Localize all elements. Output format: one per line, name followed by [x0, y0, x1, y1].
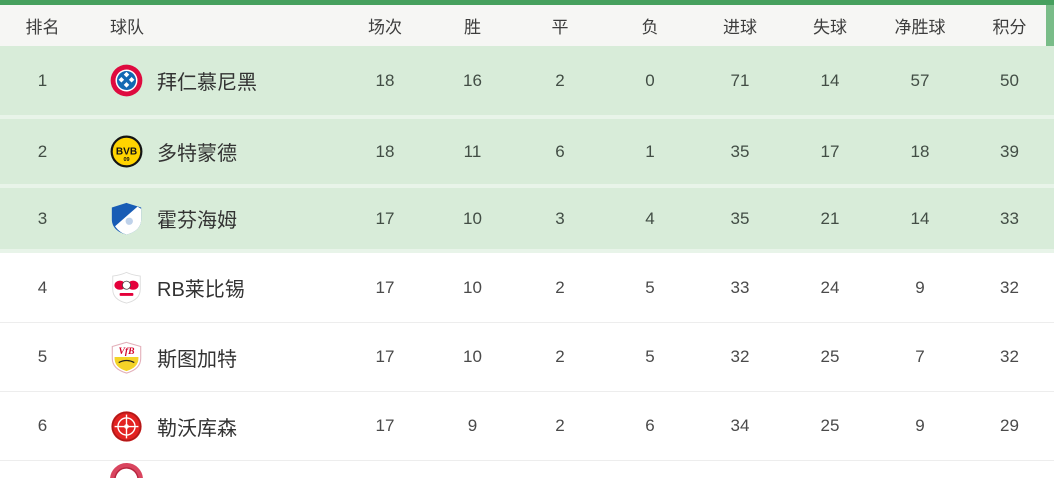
- column-header-played: 场次: [368, 18, 402, 37]
- stuttgart-crest-icon: VfB: [111, 341, 142, 374]
- team-cell: BVB 09 多特蒙德: [85, 135, 340, 168]
- wins-cell: 10: [463, 208, 482, 228]
- wins-cell: 11: [463, 141, 482, 161]
- column-header-goal-diff: 净胜球: [894, 18, 946, 37]
- goals-against-cell: 25: [820, 347, 840, 366]
- team-name: 多特蒙德: [157, 143, 237, 165]
- goals-for-cell: 33: [730, 277, 750, 297]
- rb-leipzig-crest-icon: [112, 271, 141, 304]
- losses-cell: 5: [645, 347, 655, 366]
- goal-diff-cell: 9: [915, 277, 925, 297]
- goals-against-cell: 24: [820, 277, 840, 297]
- team-name: 勒沃库森: [157, 417, 237, 440]
- wins-cell: 10: [463, 347, 482, 366]
- goals-for-cell: 35: [730, 141, 750, 161]
- points-cell: 33: [1000, 208, 1019, 228]
- rank-cell: 1: [37, 70, 48, 90]
- draws-cell: 6: [555, 141, 565, 161]
- points-cell: 32: [1000, 347, 1019, 366]
- dortmund-crest-icon: BVB 09: [110, 135, 143, 168]
- team-cell: 勒沃库森: [85, 410, 340, 443]
- leverkusen-crest-icon: [111, 410, 142, 442]
- table-row-partial[interactable]: [0, 460, 1054, 478]
- points-cell: 29: [1000, 416, 1019, 435]
- team-cell: 霍芬海姆: [85, 202, 340, 235]
- team-name: 拜仁慕尼黑: [157, 72, 257, 94]
- rank-cell: 2: [37, 141, 48, 161]
- hoffenheim-crest-icon: [111, 202, 142, 235]
- losses-cell: 5: [645, 277, 655, 297]
- table-row[interactable]: 3 霍芬海姆 17 10 3 4 35 21 14 33: [0, 184, 1054, 253]
- rank-cell: 4: [37, 277, 48, 297]
- team-cell: 拜仁慕尼黑: [85, 64, 340, 97]
- table-row[interactable]: 1 拜仁慕尼黑 18 16 2 0 71 14 57 50: [0, 46, 1054, 115]
- wins-cell: 9: [467, 416, 478, 435]
- wins-cell: 16: [463, 70, 482, 90]
- column-header-rank: 排名: [25, 18, 60, 37]
- played-cell: 18: [375, 141, 395, 161]
- draws-cell: 2: [555, 347, 565, 366]
- draws-cell: 3: [555, 208, 565, 228]
- played-cell: 18: [375, 70, 395, 90]
- goals-against-cell: 17: [820, 141, 840, 161]
- team-name: 斯图加特: [157, 348, 237, 371]
- goal-diff-cell: 9: [915, 416, 925, 435]
- goals-against-cell: 25: [820, 416, 840, 435]
- header-right-accent: [1046, 5, 1054, 46]
- column-header-draws: 平: [551, 18, 569, 37]
- points-cell: 50: [1000, 70, 1019, 90]
- team-name: 霍芬海姆: [157, 210, 237, 232]
- rank-cell: 6: [37, 416, 48, 435]
- goals-for-cell: 32: [730, 347, 750, 366]
- draws-cell: 2: [555, 277, 565, 297]
- column-header-wins: 胜: [464, 18, 481, 37]
- losses-cell: 1: [645, 141, 655, 161]
- rank-cell: 5: [37, 347, 48, 366]
- wins-cell: 10: [463, 277, 482, 297]
- goals-for-cell: 34: [730, 416, 750, 435]
- svg-text:BVB: BVB: [116, 146, 137, 157]
- team-cell: VfB 斯图加特: [85, 341, 340, 374]
- table-row[interactable]: 2 BVB 09 多特蒙德 18 11 6 1 35 17 18 39: [0, 115, 1054, 184]
- goals-against-cell: 14: [820, 70, 840, 90]
- goal-diff-cell: 7: [915, 347, 925, 366]
- goal-diff-cell: 57: [910, 70, 930, 90]
- table-header-row: 排名 球队 场次 胜 平 负 进球 失球 净胜球 积分: [0, 5, 1054, 46]
- svg-text:VfB: VfB: [118, 345, 135, 356]
- played-cell: 17: [375, 277, 395, 297]
- draws-cell: 2: [555, 70, 565, 90]
- column-header-losses: 负: [641, 18, 659, 37]
- losses-cell: 4: [645, 208, 655, 228]
- table-row[interactable]: 5 VfB 斯图加特 17 10 2 5 32 25 7 32: [0, 322, 1054, 391]
- svg-text:09: 09: [123, 157, 129, 163]
- team-cell: [85, 461, 340, 478]
- table-row[interactable]: 6 勒沃库森 17 9 2 6 34 25 9 29: [0, 391, 1054, 460]
- goals-for-cell: 35: [730, 208, 750, 228]
- table-row[interactable]: 4 RB莱比锡 17 10 2 5 33 24 9 32: [0, 253, 1054, 322]
- bayern-munich-crest-icon: [110, 64, 143, 97]
- rank-cell: 3: [37, 208, 48, 228]
- top-accent-bar: [0, 0, 1054, 5]
- goals-for-cell: 71: [730, 70, 750, 90]
- column-header-goals-against: 失球: [813, 18, 847, 37]
- points-cell: 32: [1000, 277, 1019, 297]
- column-header-goals-for: 进球: [723, 18, 757, 37]
- goal-diff-cell: 18: [910, 141, 930, 161]
- column-header-team: 球队: [110, 18, 144, 37]
- points-cell: 39: [1000, 141, 1019, 161]
- draws-cell: 2: [555, 416, 565, 435]
- played-cell: 17: [375, 416, 395, 435]
- column-header-points: 积分: [992, 18, 1027, 37]
- goals-against-cell: 21: [820, 208, 840, 228]
- played-cell: 17: [375, 208, 395, 228]
- team-cell: RB莱比锡: [85, 271, 340, 304]
- red-crest-partial-icon: [110, 463, 143, 478]
- team-name: RB莱比锡: [157, 279, 245, 301]
- losses-cell: 0: [645, 70, 655, 90]
- losses-cell: 6: [645, 416, 655, 435]
- goal-diff-cell: 14: [910, 208, 930, 228]
- played-cell: 17: [375, 347, 395, 366]
